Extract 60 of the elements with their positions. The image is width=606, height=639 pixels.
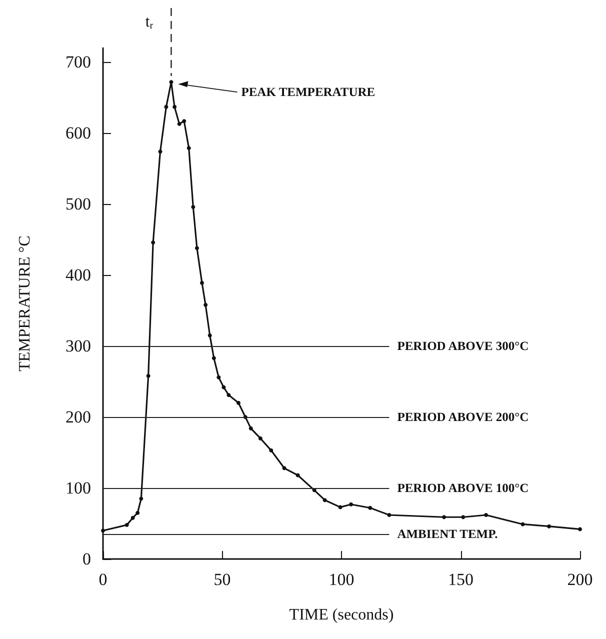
point — [226, 393, 231, 398]
point — [124, 522, 129, 527]
point — [322, 498, 327, 502]
point — [172, 104, 177, 109]
point — [296, 473, 300, 478]
point — [216, 375, 221, 380]
point — [158, 150, 162, 154]
ref-line-label: PERIOD ABOVE 200°C — [397, 410, 529, 424]
point — [547, 524, 551, 528]
point — [368, 506, 372, 510]
point — [136, 510, 140, 515]
y-tick-label: 600 — [66, 124, 91, 143]
ref-line-label: AMBIENT TEMP. — [397, 527, 498, 542]
point — [130, 516, 135, 520]
point — [200, 280, 204, 285]
ref-line-label: PERIOD ABOVE 100°C — [397, 481, 529, 496]
point — [186, 146, 191, 150]
x-tick-label: 100 — [328, 570, 354, 589]
point — [349, 502, 354, 506]
x-tick-label: 50 — [214, 570, 231, 589]
point — [191, 204, 196, 209]
y-tick-label: 400 — [66, 266, 91, 285]
ref-line-label: PERIOD ABOVE 300°C — [397, 339, 529, 354]
point — [578, 527, 582, 532]
point — [387, 513, 392, 517]
y-tick-label: 0 — [82, 550, 91, 568]
point — [236, 400, 240, 405]
point — [169, 80, 174, 84]
point — [139, 496, 144, 501]
point — [212, 356, 216, 360]
annotation: PEAK TEMPERATURE — [241, 85, 376, 100]
y-tick-label: 200 — [66, 408, 91, 427]
point — [222, 385, 226, 390]
point — [194, 246, 199, 250]
point — [258, 436, 262, 440]
point — [151, 240, 156, 244]
point — [484, 513, 488, 517]
x-tick-label: 200 — [567, 570, 593, 589]
point — [338, 505, 342, 510]
y-tick-label: 500 — [66, 194, 91, 214]
point — [520, 522, 525, 526]
x-axis-title: TIME (seconds) — [289, 606, 394, 624]
point — [182, 119, 186, 124]
y-tick-label: 300 — [66, 336, 91, 356]
y-tick-label: 700 — [66, 52, 91, 72]
point — [208, 333, 212, 338]
point — [269, 448, 274, 452]
x-tick-label: 150 — [448, 570, 474, 589]
point — [204, 302, 208, 307]
point — [282, 466, 286, 470]
point — [248, 426, 253, 430]
point — [146, 374, 150, 378]
y-tick-label: 100 — [66, 478, 91, 498]
y-axis-title: TEMPERATURE °C — [16, 236, 34, 372]
point — [164, 104, 168, 109]
point — [101, 528, 105, 533]
point — [177, 122, 182, 126]
x-tick-label: 0 — [98, 570, 108, 589]
point — [442, 515, 446, 520]
point — [461, 515, 466, 520]
